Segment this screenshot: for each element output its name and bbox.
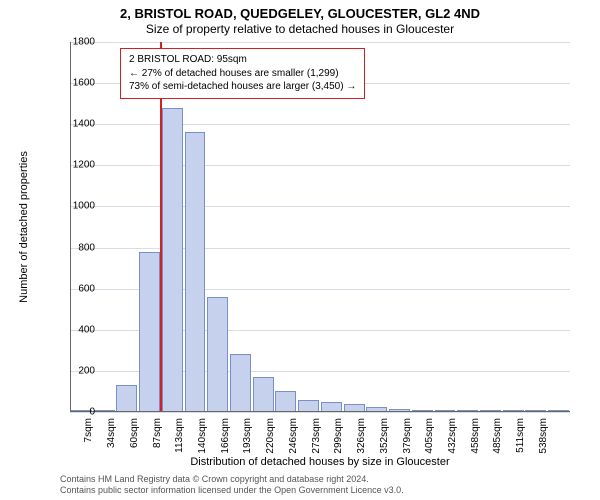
- x-axis-label: Distribution of detached houses by size …: [70, 456, 570, 468]
- gridline: [70, 412, 570, 413]
- histogram-bar: [139, 252, 160, 412]
- histogram-bar: [457, 410, 478, 412]
- footer-line-2: Contains public sector information licen…: [60, 485, 580, 496]
- histogram-bar: [503, 410, 524, 412]
- y-tick-label: 0: [55, 407, 95, 418]
- histogram-bar: [435, 410, 456, 412]
- histogram-bar: [389, 409, 410, 412]
- histogram-bar: [480, 410, 501, 412]
- y-tick-label: 1400: [55, 119, 95, 130]
- y-tick-label: 1000: [55, 201, 95, 212]
- y-tick-label: 800: [55, 242, 95, 253]
- histogram-bar: [344, 404, 365, 412]
- histogram-bar: [275, 391, 296, 412]
- infobox-line-smaller: ← 27% of detached houses are smaller (1,…: [129, 67, 356, 81]
- infobox-line-larger: 73% of semi-detached houses are larger (…: [129, 80, 356, 94]
- histogram-bar: [412, 410, 433, 412]
- histogram-bar: [116, 385, 137, 412]
- y-axis-label: Number of detached properties: [18, 42, 30, 412]
- y-tick-label: 1600: [55, 78, 95, 89]
- histogram-bar: [321, 402, 342, 412]
- y-tick-label: 1200: [55, 160, 95, 171]
- histogram-bar: [366, 407, 387, 412]
- histogram-bar: [162, 108, 183, 412]
- footer-attribution: Contains HM Land Registry data © Crown c…: [60, 474, 580, 497]
- y-tick-label: 600: [55, 283, 95, 294]
- y-tick-label: 400: [55, 324, 95, 335]
- histogram-bar: [207, 297, 228, 412]
- histogram-bar: [298, 400, 319, 412]
- footer-line-1: Contains HM Land Registry data © Crown c…: [60, 474, 580, 485]
- histogram-bar: [548, 410, 569, 412]
- y-tick-label: 1800: [55, 37, 95, 48]
- histogram-bar: [525, 410, 546, 412]
- chart-subtitle: Size of property relative to detached ho…: [0, 22, 600, 36]
- histogram-bar: [230, 354, 251, 412]
- histogram-bar: [185, 132, 206, 412]
- plot-area: 2 BRISTOL ROAD: 95sqm ← 27% of detached …: [70, 42, 570, 412]
- y-tick-label: 200: [55, 365, 95, 376]
- histogram-bar: [253, 377, 274, 412]
- infobox-line-size: 2 BRISTOL ROAD: 95sqm: [129, 53, 356, 67]
- property-info-box: 2 BRISTOL ROAD: 95sqm ← 27% of detached …: [120, 48, 365, 99]
- histogram-bar: [94, 410, 115, 412]
- chart-title-address: 2, BRISTOL ROAD, QUEDGELEY, GLOUCESTER, …: [0, 6, 600, 21]
